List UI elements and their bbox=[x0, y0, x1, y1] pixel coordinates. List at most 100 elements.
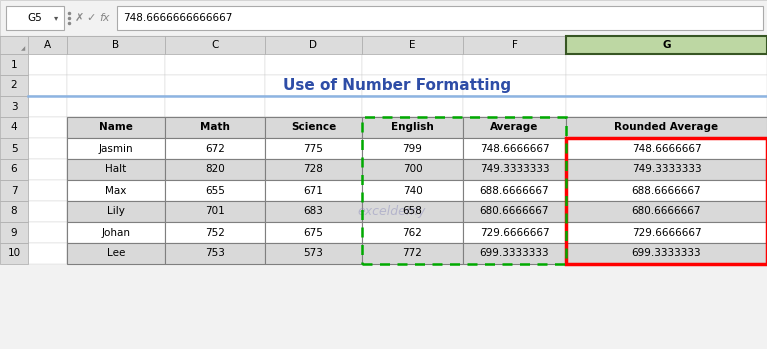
Bar bbox=[0, 0, 767, 36]
Bar bbox=[28, 75, 67, 96]
Text: 701: 701 bbox=[205, 207, 225, 216]
Bar bbox=[265, 180, 362, 201]
Text: 1: 1 bbox=[11, 59, 18, 69]
Bar bbox=[265, 117, 362, 138]
Text: ✗: ✗ bbox=[74, 13, 84, 23]
Text: 671: 671 bbox=[304, 186, 324, 195]
Bar bbox=[265, 138, 362, 159]
Bar bbox=[566, 159, 767, 180]
Text: 655: 655 bbox=[205, 186, 225, 195]
Bar bbox=[362, 243, 463, 264]
Text: Use of Number Formatting: Use of Number Formatting bbox=[284, 78, 512, 93]
Bar bbox=[265, 138, 362, 159]
Bar bbox=[165, 180, 265, 201]
Bar bbox=[362, 243, 463, 264]
Bar bbox=[165, 222, 265, 243]
Bar bbox=[28, 96, 67, 117]
Text: Rounded Average: Rounded Average bbox=[614, 122, 719, 133]
Bar bbox=[265, 243, 362, 264]
Bar bbox=[566, 138, 767, 159]
Bar bbox=[362, 180, 463, 201]
Bar bbox=[28, 243, 67, 264]
Bar bbox=[0, 159, 28, 180]
Text: 675: 675 bbox=[304, 228, 324, 238]
Bar bbox=[0, 75, 28, 96]
Text: 753: 753 bbox=[205, 248, 225, 259]
Bar bbox=[566, 243, 767, 264]
Text: B: B bbox=[113, 40, 120, 50]
Text: 700: 700 bbox=[403, 164, 423, 174]
Bar bbox=[566, 180, 767, 201]
Text: Johan: Johan bbox=[101, 228, 130, 238]
Bar bbox=[265, 243, 362, 264]
Bar bbox=[165, 138, 265, 159]
Bar bbox=[165, 159, 265, 180]
Text: Math: Math bbox=[200, 122, 230, 133]
Bar bbox=[67, 180, 165, 201]
Text: D: D bbox=[310, 40, 318, 50]
Bar bbox=[165, 54, 265, 75]
Bar bbox=[362, 201, 463, 222]
Bar bbox=[67, 222, 165, 243]
Bar bbox=[67, 117, 165, 138]
Text: 762: 762 bbox=[403, 228, 423, 238]
Bar bbox=[165, 201, 265, 222]
Bar bbox=[28, 36, 67, 54]
Bar bbox=[362, 201, 463, 222]
Text: 699.3333333: 699.3333333 bbox=[479, 248, 549, 259]
Bar bbox=[67, 243, 165, 264]
Text: 8: 8 bbox=[11, 207, 18, 216]
Text: ◢: ◢ bbox=[21, 46, 25, 51]
Bar bbox=[28, 159, 67, 180]
Bar bbox=[566, 222, 767, 243]
Bar bbox=[165, 180, 265, 201]
Text: 729.6666667: 729.6666667 bbox=[632, 228, 701, 238]
Text: 748.6666667: 748.6666667 bbox=[632, 143, 701, 154]
Text: 699.3333333: 699.3333333 bbox=[632, 248, 701, 259]
Bar bbox=[362, 180, 463, 201]
Text: 820: 820 bbox=[205, 164, 225, 174]
Text: 749.3333333: 749.3333333 bbox=[632, 164, 701, 174]
Bar bbox=[463, 138, 566, 159]
Bar bbox=[165, 138, 265, 159]
Bar bbox=[566, 138, 767, 159]
Bar bbox=[265, 201, 362, 222]
Bar bbox=[165, 159, 265, 180]
Text: 658: 658 bbox=[403, 207, 423, 216]
Bar bbox=[566, 75, 767, 96]
Bar bbox=[265, 222, 362, 243]
Bar bbox=[67, 138, 165, 159]
Text: 680.6666667: 680.6666667 bbox=[479, 207, 549, 216]
Text: 772: 772 bbox=[403, 248, 423, 259]
Bar bbox=[566, 36, 767, 54]
Text: C: C bbox=[212, 40, 219, 50]
Bar bbox=[362, 159, 463, 180]
Text: G5: G5 bbox=[28, 13, 42, 23]
Bar bbox=[6, 6, 64, 30]
Bar bbox=[566, 180, 767, 201]
Bar bbox=[463, 180, 566, 201]
Bar bbox=[0, 54, 28, 75]
Bar bbox=[67, 159, 165, 180]
Text: 799: 799 bbox=[403, 143, 423, 154]
Bar bbox=[28, 138, 67, 159]
Bar bbox=[165, 243, 265, 264]
Bar bbox=[265, 159, 362, 180]
Bar bbox=[67, 222, 165, 243]
Bar bbox=[566, 159, 767, 180]
Bar bbox=[463, 54, 566, 75]
Text: 748.6666666666667: 748.6666666666667 bbox=[123, 13, 232, 23]
Bar bbox=[67, 159, 165, 180]
Bar bbox=[0, 138, 28, 159]
Text: 775: 775 bbox=[304, 143, 324, 154]
Text: E: E bbox=[410, 40, 416, 50]
Text: Jasmin: Jasmin bbox=[99, 143, 133, 154]
Bar bbox=[463, 159, 566, 180]
Text: 5: 5 bbox=[11, 143, 18, 154]
Bar bbox=[0, 96, 28, 117]
Bar bbox=[362, 36, 463, 54]
Bar bbox=[362, 138, 463, 159]
Bar bbox=[463, 222, 566, 243]
Bar bbox=[67, 36, 165, 54]
Text: Max: Max bbox=[105, 186, 127, 195]
